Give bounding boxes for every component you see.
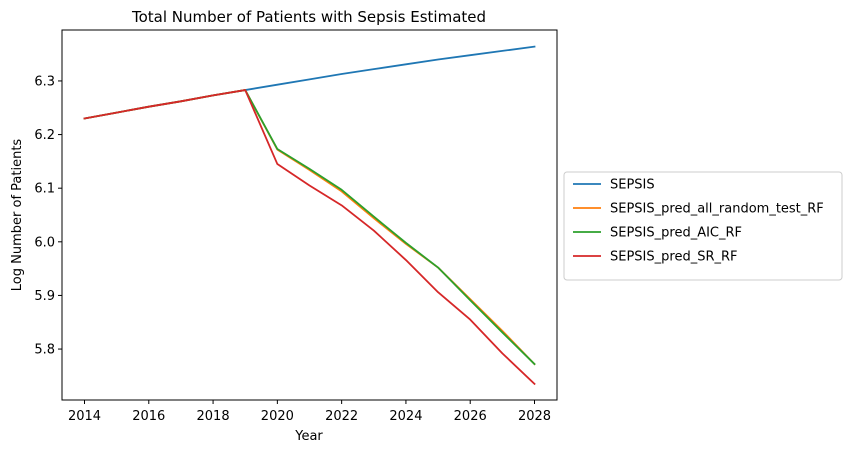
series-line-0: [83, 45, 536, 120]
x-tick-label: 2018: [197, 409, 230, 424]
x-tick-label: 2016: [132, 409, 165, 424]
x-tick-label: 2028: [518, 409, 551, 424]
legend-label-0: SEPSIS: [610, 178, 655, 193]
legend-label-2: SEPSIS_pred_AIC_RF: [610, 226, 742, 241]
y-tick-label: 6.2: [34, 128, 55, 143]
x-tick-label: 2026: [454, 409, 487, 424]
y-tick-label: 6.3: [34, 74, 55, 89]
y-tick-label: 6.0: [34, 235, 55, 250]
legend-label-1: SEPSIS_pred_all_random_test_RF: [610, 202, 824, 217]
series-line-2: [83, 89, 536, 366]
y-axis-title: Log Number of Patients: [10, 139, 25, 292]
plot-area: 2014 2016 2018 2020 2022 2024 2026 2028 5.8 5.9 6.…: [34, 29, 558, 424]
y-tick-label: 6.1: [34, 182, 55, 197]
chart-title: Total Number of Patients with Sepsis Est…: [131, 8, 486, 26]
series-line-3: [83, 89, 536, 386]
legend: SEPSIS SEPSIS_pred_all_random_test_RF SEPS…: [563, 171, 843, 281]
plot-frame: [61, 29, 558, 401]
y-tick-label: 5.8: [34, 343, 55, 358]
x-tick-label: 2024: [389, 409, 422, 424]
x-axis-title: Year: [294, 429, 323, 444]
x-tick-label: 2014: [68, 409, 101, 424]
x-tick-label: 2020: [261, 409, 294, 424]
legend-label-3: SEPSIS_pred_SR_RF: [610, 250, 738, 265]
x-tick-label: 2022: [325, 409, 358, 424]
y-tick-label: 5.9: [34, 289, 55, 304]
legend-box: [563, 171, 843, 281]
series-line-1: [83, 89, 536, 366]
